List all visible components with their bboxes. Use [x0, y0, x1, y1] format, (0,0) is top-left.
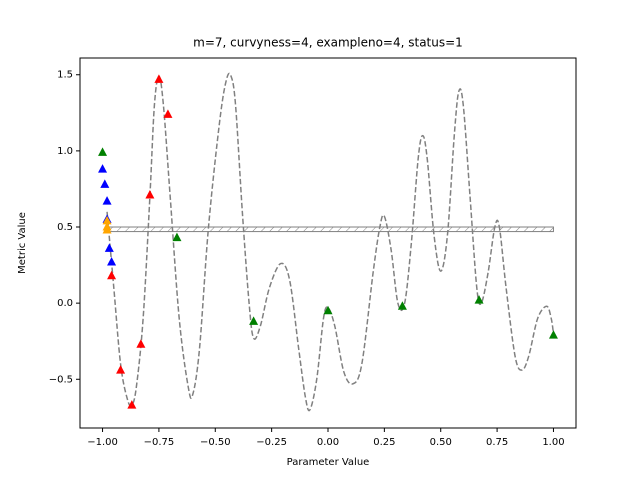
chart-title: m=7, curvyness=4, exampleno=4, status=1 [193, 36, 463, 50]
y-tick-label: 1.0 [57, 146, 73, 157]
curve [106, 72, 555, 412]
x-tick-label: 0.00 [317, 437, 339, 448]
triangle-marker [102, 225, 112, 234]
triangle-marker [172, 232, 182, 242]
triangle-marker [102, 215, 112, 225]
x-tick-label: 0.25 [373, 437, 395, 448]
y-tick-label: 0.5 [57, 222, 73, 233]
triangle-marker [323, 305, 333, 315]
triangle-marker [548, 330, 558, 339]
triangle-marker [98, 164, 108, 173]
y-tick-label: 1.5 [57, 70, 73, 81]
y-tick-label: −0.5 [49, 374, 73, 385]
triangle-marker [100, 179, 110, 188]
triangle-marker [98, 147, 108, 156]
y-tick-label: 0.0 [57, 298, 73, 309]
triangle-marker [102, 196, 112, 205]
x-tick-label: 1.00 [542, 437, 564, 448]
triangle-marker [107, 270, 117, 280]
triangle-marker [127, 400, 137, 409]
triangle-marker [107, 257, 117, 266]
x-tick-label: −0.75 [144, 437, 175, 448]
y-axis-label: Metric Value [17, 212, 28, 274]
x-tick-label: 0.75 [486, 437, 508, 448]
triangle-marker [104, 243, 114, 252]
triangle-marker [136, 339, 146, 348]
triangle-marker [249, 316, 259, 325]
x-axis-label: Parameter Value [287, 457, 370, 468]
triangle-marker [163, 109, 173, 118]
x-tick-label: 0.50 [430, 437, 452, 448]
x-tick-label: −0.25 [256, 437, 287, 448]
axes-frame [79, 57, 577, 429]
hatched-band [106, 226, 554, 233]
x-tick-label: −1.00 [87, 437, 118, 448]
triangle-marker [145, 190, 155, 199]
triangle-marker [397, 301, 407, 310]
triangle-marker [474, 295, 484, 304]
x-tick-label: −0.50 [200, 437, 231, 448]
triangle-marker [116, 365, 126, 374]
triangle-marker [154, 74, 164, 83]
